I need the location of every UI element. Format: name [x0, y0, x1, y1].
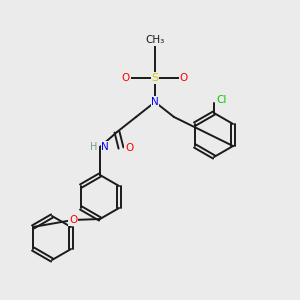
Text: O: O: [180, 73, 188, 83]
Text: N: N: [151, 97, 159, 107]
Text: S: S: [152, 73, 159, 83]
Text: O: O: [122, 73, 130, 83]
Text: CH₃: CH₃: [146, 35, 165, 45]
Text: O: O: [69, 215, 77, 225]
Text: H: H: [90, 142, 98, 152]
Text: N: N: [101, 142, 109, 152]
Text: O: O: [125, 143, 133, 153]
Text: Cl: Cl: [217, 95, 227, 105]
